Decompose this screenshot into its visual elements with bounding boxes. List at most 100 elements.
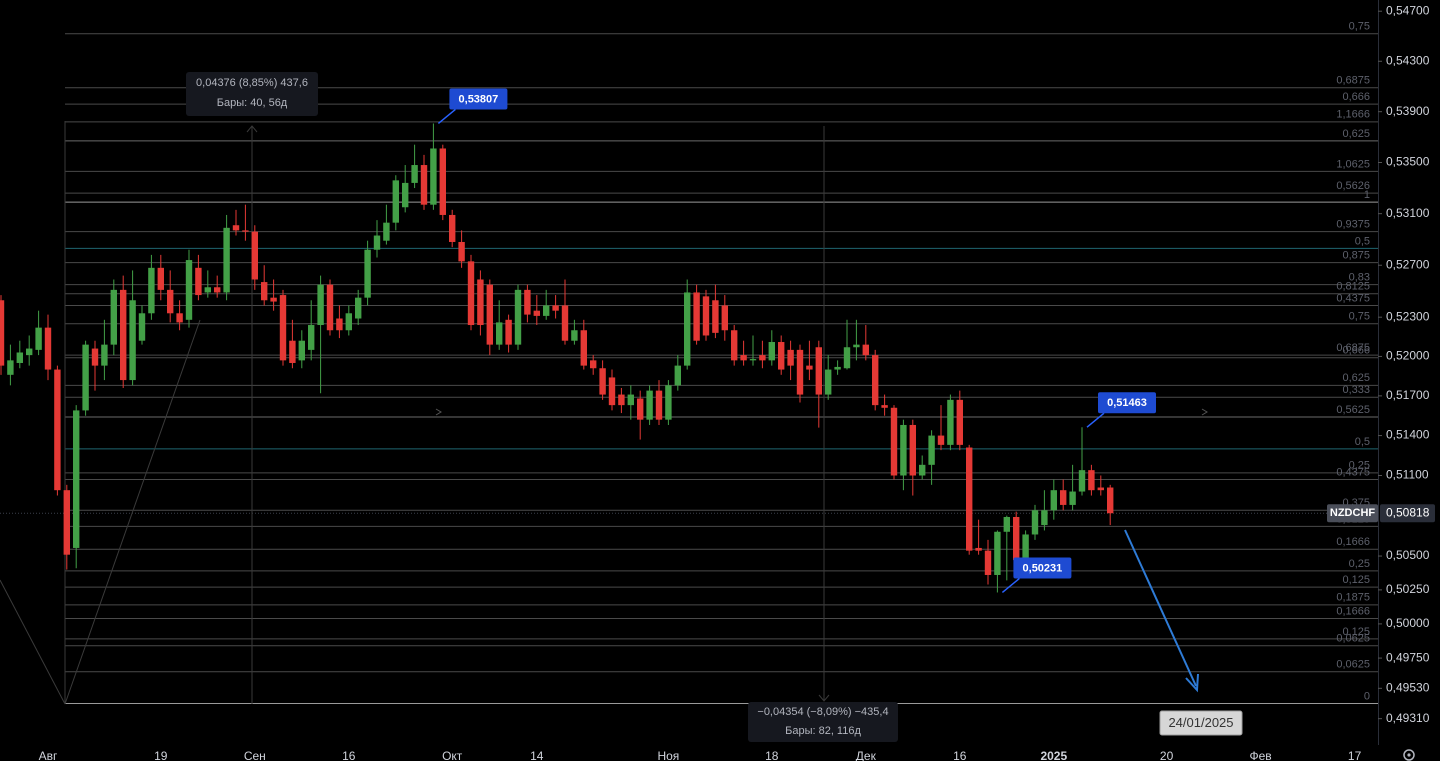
candle-body	[731, 330, 738, 361]
level-label: 0,1666	[1336, 536, 1370, 548]
candle-body	[439, 148, 446, 215]
y-tick-label: 0,49310	[1386, 711, 1430, 725]
callout-label: 0,51463	[1107, 397, 1147, 409]
candle-body	[571, 330, 578, 341]
candle-body	[1041, 510, 1048, 526]
candle-body	[73, 410, 80, 548]
settings-button[interactable]	[1403, 749, 1415, 761]
x-tick-label: 16	[342, 749, 356, 761]
x-tick-label: 19	[154, 749, 168, 761]
candle-body	[16, 352, 23, 363]
y-tick-label: 0,51100	[1386, 468, 1429, 482]
candle-body	[721, 305, 728, 331]
x-tick-label: 14	[530, 749, 544, 761]
candle-body	[759, 355, 766, 361]
x-tick-label: Сен	[244, 749, 266, 761]
candle-body	[815, 347, 822, 395]
candle-body	[148, 267, 155, 314]
y-tick-label: 0,53500	[1386, 155, 1430, 169]
candle-body	[1003, 516, 1010, 532]
level-arrow	[435, 408, 442, 416]
candle-body	[411, 165, 418, 183]
level-label: 0,5625	[1336, 404, 1370, 416]
level-label: 1,1666	[1336, 109, 1370, 121]
candle-body	[1078, 470, 1086, 492]
x-tick-label: 17	[1348, 749, 1362, 761]
candle-body	[449, 214, 456, 242]
x-tick-label: Ноя	[657, 749, 679, 761]
candle-body	[561, 305, 569, 341]
candle-body	[0, 300, 5, 366]
callout-pointer	[437, 108, 456, 125]
symbol-box	[1327, 504, 1378, 523]
candle-body	[796, 349, 804, 395]
candle-body	[261, 282, 268, 301]
candle-body	[514, 289, 522, 345]
measure-text: Бары: 82, 116д	[785, 725, 861, 737]
measure-text: −0,04354 (−8,09%) −435,4	[757, 706, 888, 718]
candle-body	[317, 284, 324, 326]
candle-body	[129, 300, 136, 381]
candle-body	[749, 359, 757, 361]
level-label: 0,0625	[1336, 633, 1370, 645]
measure-arrow	[246, 125, 258, 133]
x-tick-label: 16	[953, 749, 967, 761]
measure-top: 0,04376 (8,85%) 437,6 Бары: 40, 56д	[186, 72, 318, 116]
level-label: 0,83	[1349, 272, 1370, 284]
candle-body	[909, 424, 916, 476]
candle-body	[298, 340, 305, 361]
candle-body	[1088, 470, 1095, 491]
candle-body	[120, 289, 127, 381]
candle-body	[994, 531, 1001, 575]
candle-body	[430, 148, 437, 205]
candle-body	[712, 300, 719, 333]
candle-body	[702, 296, 710, 336]
drawings	[0, 121, 1208, 705]
candle-body	[44, 327, 52, 370]
candle-body	[82, 344, 89, 411]
callout-label: 0,50231	[1023, 562, 1063, 574]
candle-body	[345, 313, 352, 331]
candle-body	[214, 287, 221, 293]
candle-body	[232, 225, 240, 231]
candle-body	[392, 180, 399, 223]
level-label: 0,625	[1342, 372, 1370, 384]
candle-body	[872, 355, 879, 406]
level-label: 0,5626	[1336, 180, 1370, 192]
time-axis: Авг 19 Сен 16 Окт 14 Ноя 18 Дек 16 2025 20 Фев 17	[39, 749, 1362, 761]
level-label: 0,5	[1355, 436, 1370, 448]
callout-box	[1098, 392, 1156, 414]
candle-body	[185, 260, 193, 320]
candle-body	[843, 347, 851, 369]
candle-body	[505, 319, 512, 345]
forecast-arrowhead	[1185, 673, 1199, 693]
level-label: 0,0625	[1336, 659, 1370, 671]
settings-icon[interactable]	[1403, 749, 1415, 761]
candle-body	[101, 344, 108, 366]
candle-body	[674, 365, 681, 386]
measure-text: Бары: 40, 56д	[217, 97, 288, 109]
last-price-label: 0,50818	[1386, 505, 1430, 519]
level-label: 0,6875	[1336, 75, 1370, 87]
candle-body	[768, 342, 775, 361]
candle-body	[138, 313, 146, 341]
candle-body	[279, 295, 287, 361]
candle-body	[881, 405, 888, 408]
price-axis: 0,54700 0,54300 0,53900 0,53500 0,53100 0,527…	[1327, 3, 1435, 725]
candle-body	[787, 349, 794, 366]
candle-body	[1069, 491, 1076, 505]
y-tick-label: 0,53900	[1386, 104, 1430, 118]
level-label: 1,0625	[1336, 158, 1370, 170]
candle-body	[524, 289, 531, 315]
candle-body	[1022, 534, 1029, 561]
callout-pointer	[1086, 412, 1105, 428]
candle-body	[420, 165, 428, 205]
settings-icon-center[interactable]	[1407, 753, 1411, 757]
candle-body	[1031, 510, 1039, 535]
candle-body	[289, 340, 296, 363]
candle-body	[364, 249, 371, 298]
measure-arrow	[818, 694, 830, 702]
candle-body	[599, 368, 606, 395]
